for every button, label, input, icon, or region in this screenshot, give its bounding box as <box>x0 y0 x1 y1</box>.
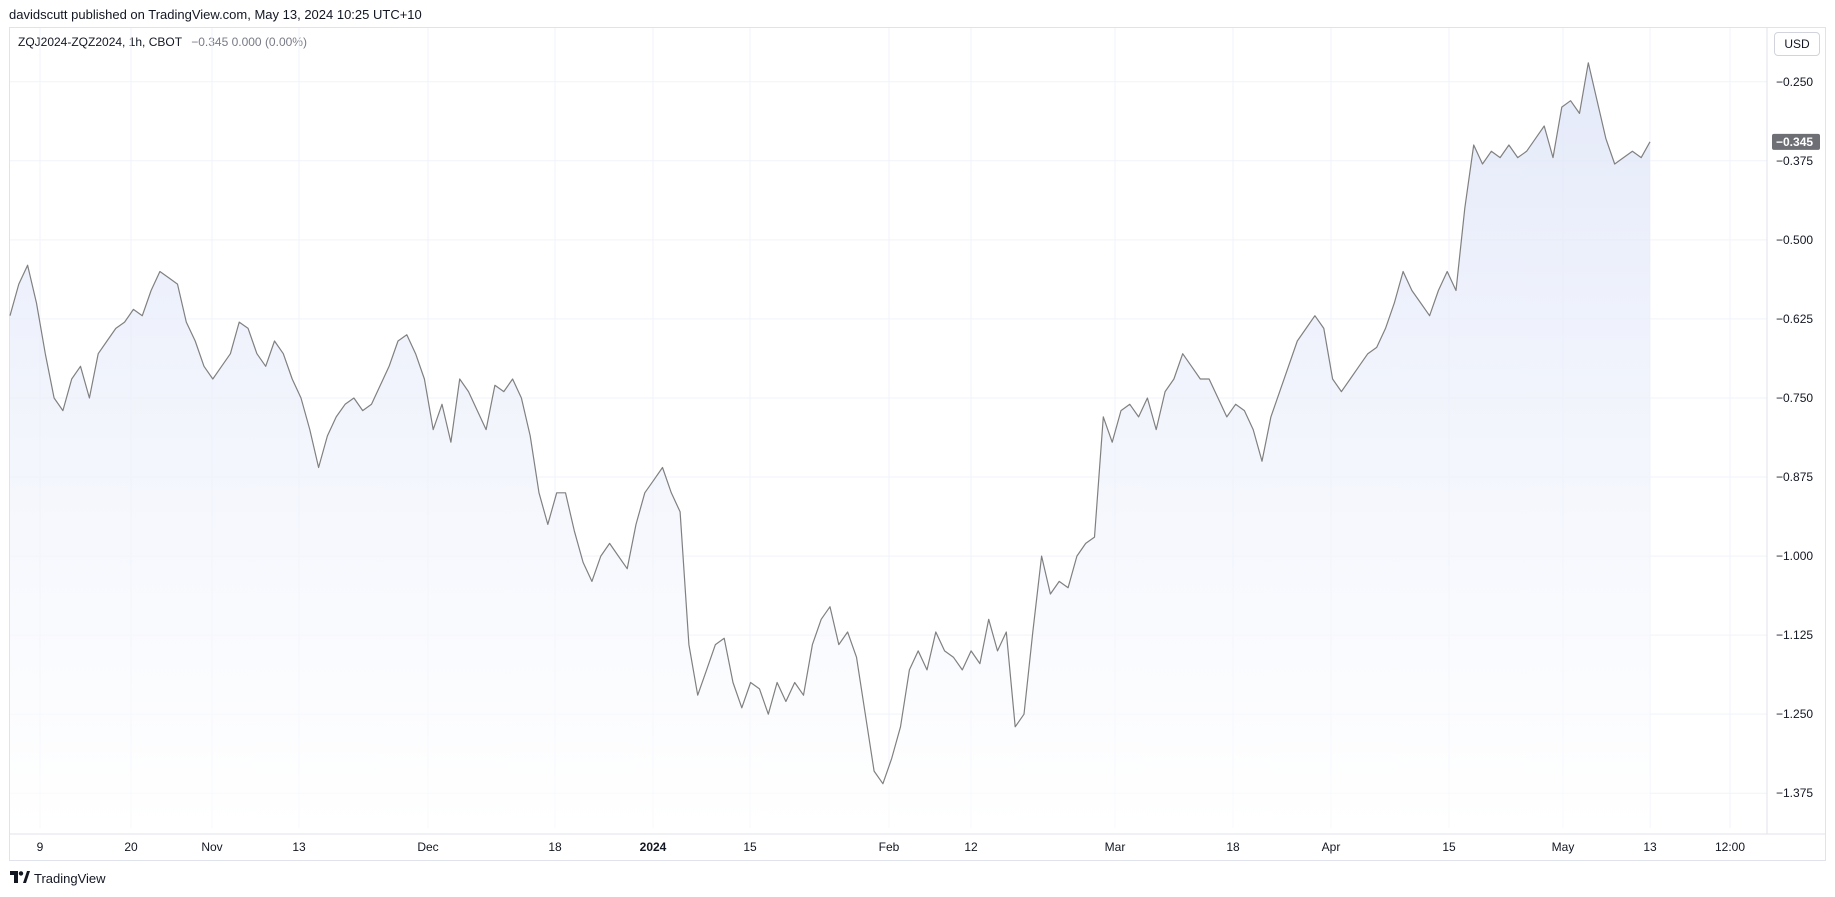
x-tick-label: Feb <box>879 840 900 854</box>
x-tick-label: Dec <box>417 840 438 854</box>
y-tick-label: −0.875 <box>1776 470 1813 484</box>
y-tick-label: −0.750 <box>1776 391 1813 405</box>
x-tick-label: 13 <box>1643 840 1657 854</box>
last-price-badge <box>1772 133 1820 150</box>
x-tick-label: 13 <box>292 840 306 854</box>
series-area <box>10 62 1650 829</box>
y-tick-label: −0.625 <box>1776 312 1813 326</box>
currency-button[interactable]: USD <box>1774 32 1820 56</box>
footer-brand-label: TradingView <box>34 871 106 886</box>
chart-frame[interactable] <box>9 27 1826 861</box>
y-tick-label: −1.250 <box>1776 707 1813 721</box>
symbol-label: ZQJ2024-ZQZ2024, 1h, CBOT <box>18 35 182 49</box>
tradingview-logo-icon <box>10 871 30 886</box>
x-tick-label: Mar <box>1105 840 1126 854</box>
y-tick-label: −1.125 <box>1776 628 1813 642</box>
series-line <box>9 62 1651 785</box>
x-tick-label: 12 <box>964 840 978 854</box>
x-tick-label: 18 <box>1226 840 1240 854</box>
x-tick-label: 15 <box>1442 840 1456 854</box>
x-tick-label: 12:00 <box>1715 840 1745 854</box>
x-tick-label: 2024 <box>640 840 667 854</box>
y-tick-label: −0.375 <box>1776 154 1813 168</box>
x-tick-label: 20 <box>124 840 138 854</box>
x-tick-label: 9 <box>37 840 44 854</box>
x-tick-label: May <box>1552 840 1575 854</box>
y-tick-label: −1.375 <box>1776 786 1813 800</box>
footer-brand[interactable]: TradingView <box>10 871 106 886</box>
publisher-header: davidscutt published on TradingView.com,… <box>9 7 422 22</box>
x-tick-label: Apr <box>1322 840 1341 854</box>
symbol-legend: ZQJ2024-ZQZ2024, 1h, CBOT −0.345 0.000 (… <box>18 35 307 49</box>
y-tick-label: −0.500 <box>1776 233 1813 247</box>
y-tick-label: −0.250 <box>1776 75 1813 89</box>
y-tick-label: −1.000 <box>1776 549 1813 563</box>
x-tick-label: Nov <box>201 840 222 854</box>
price-change-label: −0.345 0.000 (0.00%) <box>191 35 307 49</box>
x-tick-label: 18 <box>548 840 562 854</box>
last-price-label: −0.345 <box>1776 135 1813 149</box>
x-tick-label: 15 <box>743 840 757 854</box>
